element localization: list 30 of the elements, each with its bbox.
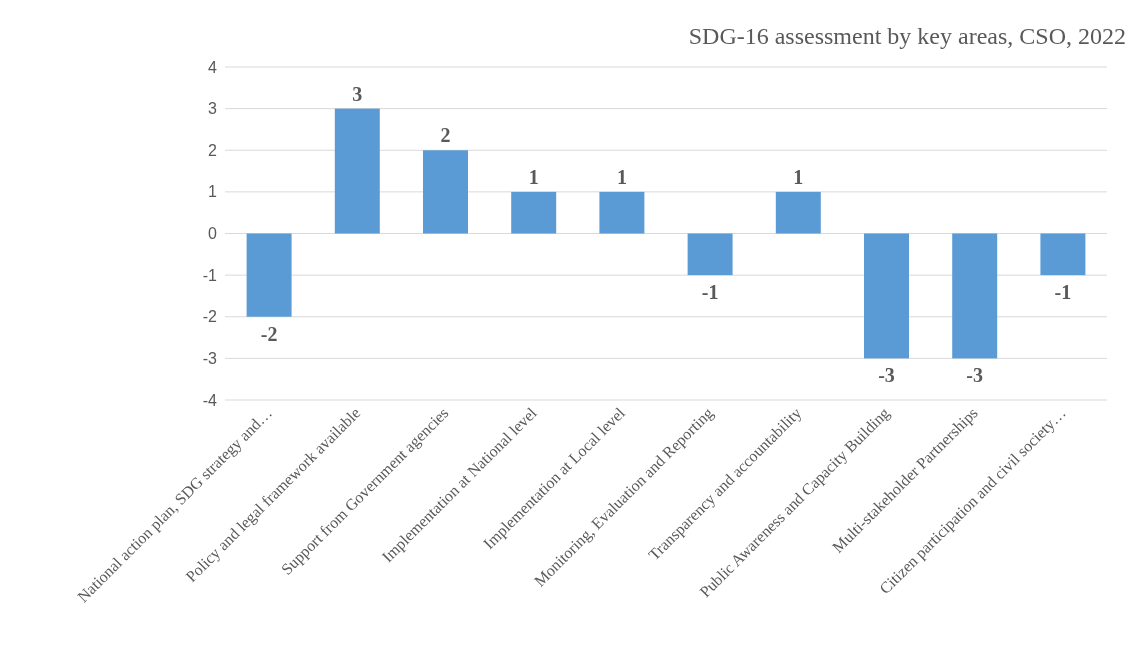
bar — [246, 233, 292, 317]
y-tick-label: 3 — [208, 100, 218, 118]
data-label: -1 — [1054, 281, 1072, 304]
y-tick-label: 1 — [208, 183, 218, 201]
bar — [952, 233, 998, 359]
data-label: -3 — [966, 364, 984, 387]
bar — [1040, 233, 1086, 276]
data-label: -1 — [701, 281, 719, 304]
bar — [599, 191, 645, 234]
bar — [334, 108, 380, 234]
bar — [423, 150, 468, 234]
y-tick-label: 4 — [208, 58, 218, 76]
data-label: -3 — [878, 364, 895, 387]
bar — [775, 191, 821, 234]
bar — [864, 233, 909, 359]
y-tick-label: 0 — [208, 225, 218, 243]
data-label: 1 — [528, 165, 539, 188]
y-tick-label: -4 — [202, 391, 218, 409]
data-label: 3 — [352, 82, 363, 105]
chart-title: SDG-16 assessment by key areas, CSO, 2022 — [688, 23, 1126, 49]
data-label: 1 — [793, 165, 804, 188]
data-label: -2 — [260, 322, 278, 345]
y-tick-label: 2 — [208, 141, 218, 159]
bar — [511, 191, 557, 234]
bar — [687, 233, 733, 276]
y-tick-label: -1 — [202, 266, 218, 284]
data-label: 1 — [616, 165, 627, 188]
y-tick-label: -2 — [202, 308, 218, 326]
data-label: 2 — [440, 124, 451, 147]
y-tick-label: -3 — [202, 349, 218, 367]
